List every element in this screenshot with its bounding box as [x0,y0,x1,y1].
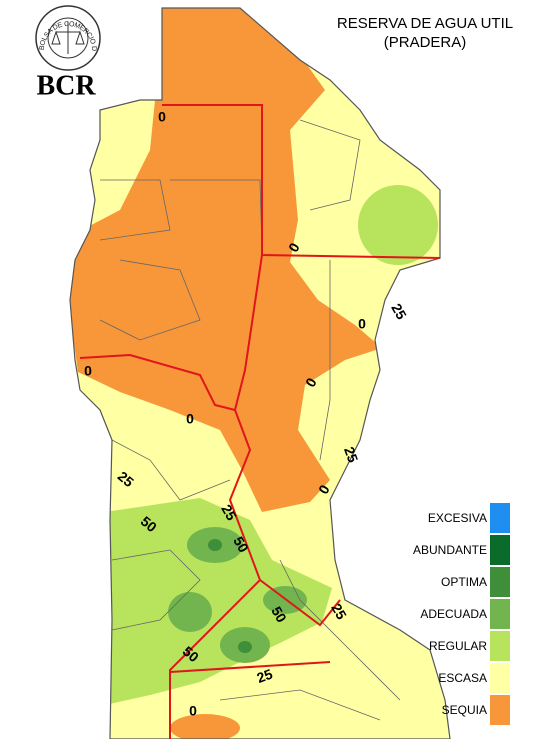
contour-label: 0 [358,316,366,332]
sequia-area [70,8,382,512]
regular-area [105,498,332,705]
contour-label: 25 [388,301,410,323]
legend-swatch [490,535,510,565]
seal-inner [47,17,89,59]
legend-label: EXCESIVA [428,511,487,525]
sequia-area [170,714,240,739]
province-borders [79,104,441,739]
province-outline [69,7,451,739]
legend-label: OPTIMA [441,575,487,589]
legend-label: ADECUADA [420,607,487,621]
logo-text: BCR [36,70,96,101]
optima-area [238,641,252,653]
contour-label: 0 [84,363,92,379]
regular-area [358,185,438,265]
title: RESERVA DE AGUA UTIL [337,15,513,32]
legend-swatch [490,599,510,629]
legend-label: REGULAR [429,639,487,653]
legend-label: ABUNDANTE [413,543,487,557]
legend-swatch [490,631,510,661]
contour-label: 25 [328,601,350,623]
contour-label: 0 [158,109,166,125]
adecuada-area [168,592,212,632]
legend-swatch [490,695,510,725]
legend-label: SEQUIA [442,703,487,717]
contour-label: 0 [186,411,194,427]
contour-label: 50 [268,604,290,626]
contour-label: 25 [218,502,240,524]
optima-area [208,539,222,551]
legend-swatch [490,503,510,533]
legend-label: ESCASA [438,671,487,685]
county-lines [99,119,401,721]
legend-swatch [490,663,510,693]
contour-label: 50 [230,534,252,556]
legend-swatch [490,567,510,597]
legend: EXCESIVA ABUNDANTE OPTIMA ADECUADA REGULAR ES… [413,503,510,725]
seal-scales [51,22,85,54]
subtitle: (PRADERA) [384,34,467,51]
contour-label: 0 [189,703,197,719]
contour-label: 25 [341,445,361,465]
contour-label: 25 [255,666,275,686]
